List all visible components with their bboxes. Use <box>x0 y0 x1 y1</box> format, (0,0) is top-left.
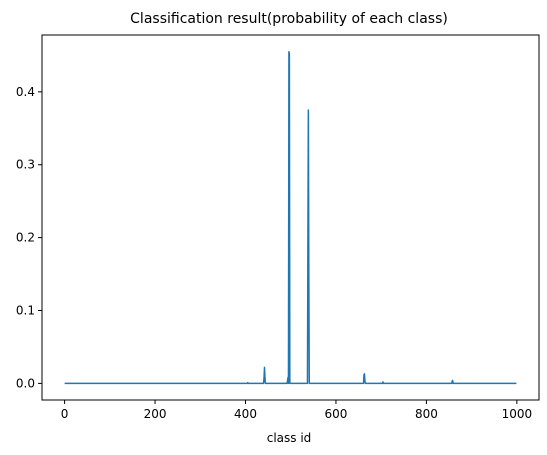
x-tick-label: 600 <box>324 407 347 421</box>
x-tick-label: 200 <box>144 407 167 421</box>
y-tick-label: 0.2 <box>16 231 35 245</box>
plot-frame <box>41 34 540 401</box>
x-tick-label: 0 <box>61 407 69 421</box>
series-layer <box>64 51 517 385</box>
y-tick-label: 0.0 <box>16 376 35 390</box>
x-tick-label: 400 <box>234 407 257 421</box>
y-tick-label: 0.4 <box>16 85 35 99</box>
y-tick-label: 0.3 <box>16 158 35 172</box>
chart-title: Classification result(probability of eac… <box>130 11 448 27</box>
series-line-0 <box>64 51 517 385</box>
y-axis: 0.0 0.1 0.2 0.3 0.4 <box>16 85 42 390</box>
x-tick-label: 800 <box>415 407 438 421</box>
x-tick-label: 1000 <box>502 407 533 421</box>
x-axis-label: class id <box>267 431 312 445</box>
y-tick-label: 0.1 <box>16 303 35 317</box>
x-axis: 0 200 400 600 800 1000 <box>61 400 532 421</box>
